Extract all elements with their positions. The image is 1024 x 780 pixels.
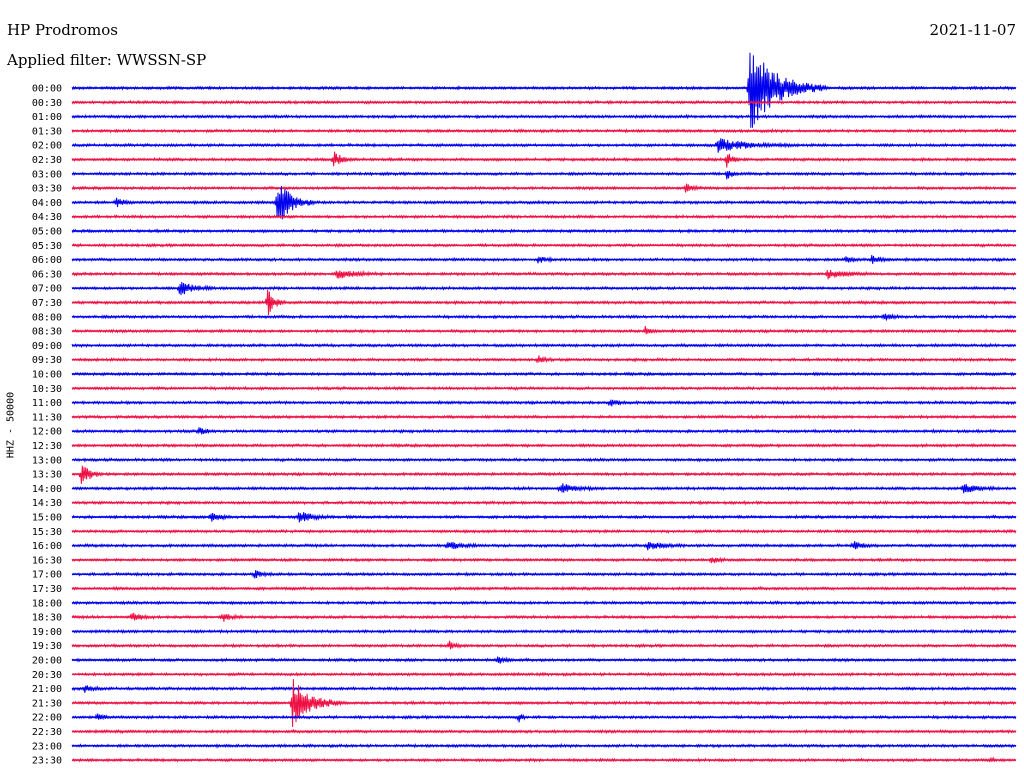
tick-label: 23:30 (32, 756, 62, 767)
tick-label: 19:00 (32, 627, 62, 638)
tick-label: 04:30 (32, 212, 62, 223)
tick-label: 02:30 (32, 155, 62, 166)
tick-label: 05:00 (32, 227, 62, 238)
tick-label: 08:30 (32, 327, 62, 338)
tick-label: 01:30 (32, 126, 62, 137)
filter-label: Applied filter: WWSSN-SP (7, 51, 207, 69)
trace-0830 (71, 326, 1017, 335)
tick-label: 15:00 (32, 513, 62, 524)
tick-label: 06:00 (32, 255, 62, 266)
trace-0630 (71, 269, 1017, 280)
tick-label: 11:30 (32, 412, 62, 423)
tick-label: 21:00 (32, 684, 62, 695)
tick-label: 05:30 (32, 241, 62, 252)
trace-0300 (71, 170, 1017, 180)
tick-label: 15:30 (32, 527, 62, 538)
tick-label: 23:00 (32, 741, 62, 752)
tick-label: 22:00 (32, 713, 62, 724)
tick-label: 04:00 (32, 198, 62, 209)
tick-label: 06:30 (32, 269, 62, 280)
time-tick-labels: 00:00 00:30 01:00 01:30 02:00 02:30 03:00 03:30… (32, 84, 62, 767)
tick-label: 03:00 (32, 169, 62, 180)
tick-label: 02:00 (32, 141, 62, 152)
tick-label: 22:30 (32, 727, 62, 738)
tick-label: 18:30 (32, 613, 62, 624)
tick-label: 09:00 (32, 341, 62, 352)
tick-label: 11:00 (32, 398, 62, 409)
station-title: HP Prodromos (7, 21, 118, 39)
tick-label: 12:00 (32, 427, 62, 438)
trace-1330 (71, 465, 1017, 485)
seismic-traces (71, 52, 1017, 763)
tick-label: 19:30 (32, 641, 62, 652)
tick-label: 00:00 (32, 84, 62, 95)
tick-label: 03:30 (32, 184, 62, 195)
tick-label: 07:00 (32, 284, 62, 295)
trace-2200 (71, 713, 1017, 723)
tick-label: 17:00 (32, 570, 62, 581)
tick-label: 13:00 (32, 455, 62, 466)
tick-label: 10:30 (32, 384, 62, 395)
tick-label: 14:30 (32, 498, 62, 509)
tick-label: 18:00 (32, 598, 62, 609)
tick-label: 12:30 (32, 441, 62, 452)
date-label: 2021-11-07 (929, 21, 1016, 39)
tick-label: 21:30 (32, 698, 62, 709)
tick-label: 20:00 (32, 656, 62, 667)
tick-label: 10:00 (32, 370, 62, 381)
tick-label: 13:30 (32, 470, 62, 481)
tick-label: 09:30 (32, 355, 62, 366)
tick-label: 08:00 (32, 312, 62, 323)
tick-label: 07:30 (32, 298, 62, 309)
tick-label: 16:00 (32, 541, 62, 552)
tick-label: 14:00 (32, 484, 62, 495)
tick-label: 00:30 (32, 98, 62, 109)
tick-label: 16:30 (32, 555, 62, 566)
tick-label: 17:30 (32, 584, 62, 595)
trace-1930 (71, 640, 1017, 650)
tick-label: 20:30 (32, 670, 62, 681)
tick-label: 01:00 (32, 112, 62, 123)
